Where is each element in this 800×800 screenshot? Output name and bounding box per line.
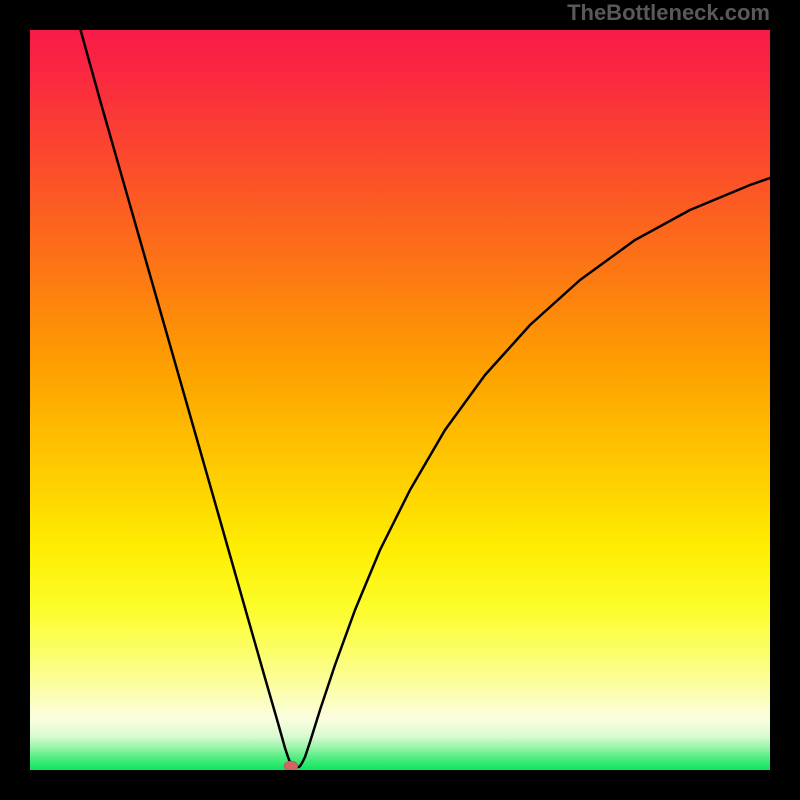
- optimal-point-marker: [284, 761, 298, 770]
- watermark-text: TheBottleneck.com: [567, 0, 770, 26]
- bottleneck-curve: [75, 30, 770, 767]
- chart-container: TheBottleneck.com: [0, 0, 800, 800]
- plot-svg: [30, 30, 770, 770]
- plot-area: [30, 30, 770, 770]
